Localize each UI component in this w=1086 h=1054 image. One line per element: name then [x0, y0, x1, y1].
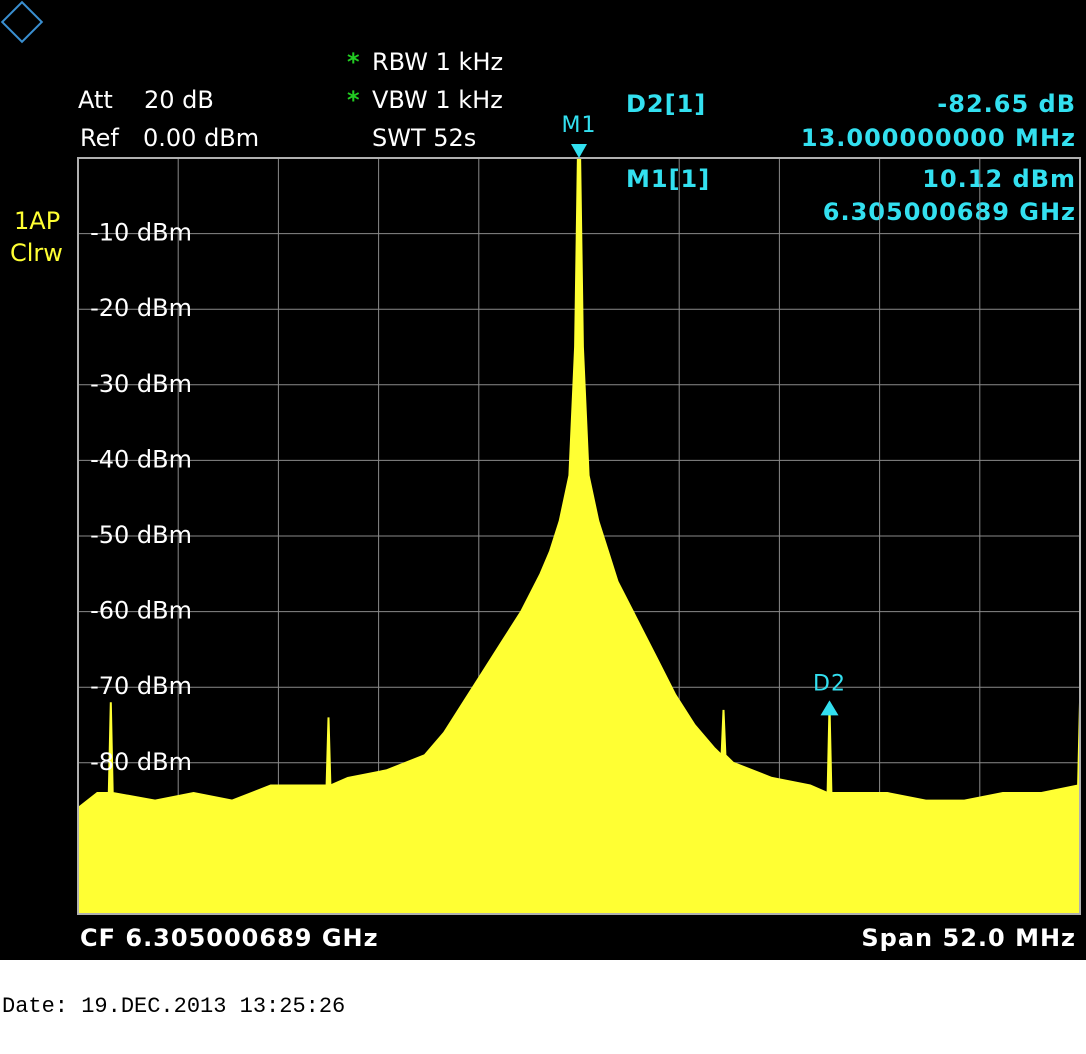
att: 20 dB — [144, 86, 214, 114]
marker-triangle — [571, 144, 587, 158]
center-frequency: CF 6.305000689 GHz — [80, 924, 379, 952]
y-tick-label: -70 dBm — [90, 672, 192, 700]
span: Span 52.0 MHz — [861, 924, 1076, 952]
rbw: RBW 1 kHz — [372, 48, 503, 76]
y-tick-label: -10 dBm — [90, 219, 192, 247]
marker-name: D2 — [813, 671, 846, 696]
y-tick-label: -50 dBm — [90, 521, 192, 549]
marker-name: M1 — [562, 113, 597, 138]
tick-labels: -10 dBm -20 dBm -30 dBm -40 dBm -50 dBm -60 d… — [90, 219, 192, 776]
rbw-star: * — [347, 48, 360, 76]
y-tick-label: -20 dBm — [90, 294, 192, 322]
ref: 0.00 dBm — [143, 124, 259, 152]
trace-area — [78, 158, 1080, 914]
marker-value: -82.65 dB — [937, 90, 1076, 118]
ref-label: Ref — [80, 124, 119, 152]
markers: M1 D2 — [562, 113, 846, 716]
logo — [0, 0, 44, 44]
marker-readout: D2[1] — [626, 90, 706, 118]
date-footer: Date: 19.DEC.2013 13:25:26 — [2, 994, 345, 1019]
y-tick-label: -40 dBm — [90, 445, 192, 473]
marker-x: 13.000000000 MHz — [801, 124, 1076, 152]
marker-x: 6.305000689 GHz — [823, 198, 1076, 226]
y-tick-label: -80 dBm — [90, 748, 192, 776]
marker-value: 10.12 dBm — [922, 165, 1076, 193]
trace-mode: Clrw — [10, 239, 63, 267]
swt: SWT 52s — [372, 124, 476, 152]
marker-triangle — [820, 700, 839, 716]
y-tick-label: -30 dBm — [90, 370, 192, 398]
y-tick-label: -60 dBm — [90, 597, 192, 625]
trace-line — [78, 158, 1080, 809]
marker-readout: M1[1] — [626, 165, 710, 193]
vbw: VBW 1 kHz — [372, 86, 503, 114]
trace-name: 1AP — [14, 207, 60, 235]
att-label: Att — [78, 86, 113, 114]
vbw-star: * — [347, 86, 360, 114]
